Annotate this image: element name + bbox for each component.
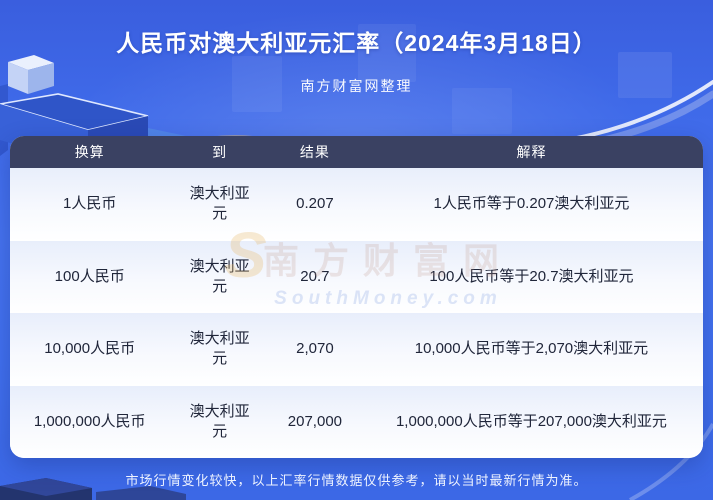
cell-explanation: 100人民币等于20.7澳大利亚元 bbox=[429, 267, 634, 285]
ghost-panel bbox=[232, 56, 282, 112]
cell-result: 2,070 bbox=[296, 340, 334, 358]
cell-to-text: 澳大利亚元 bbox=[189, 257, 250, 295]
cell-to-text: 澳大利亚元 bbox=[189, 185, 250, 223]
table-row: 1人民币 澳大利亚元 0.207 1人民币等于0.207澳大利亚元 bbox=[10, 168, 703, 241]
cell-conversion: 10,000人民币 bbox=[44, 340, 136, 358]
cell-to-text: 澳大利亚元 bbox=[189, 402, 250, 440]
table-header-row: 换算 到 结果 解释 bbox=[10, 136, 703, 168]
disclaimer-note: 市场行情变化较快，以上汇率行情数据仅供参考，请以当时最新行情为准。 bbox=[125, 473, 588, 488]
cell-result: 207,000 bbox=[287, 412, 343, 430]
cell-explanation: 1人民币等于0.207澳大利亚元 bbox=[433, 195, 630, 213]
cell-to-text: 澳大利亚元 bbox=[189, 330, 250, 368]
table-row: 100人民币 澳大利亚元 20.7 100人民币等于20.7澳大利亚元 bbox=[10, 240, 703, 313]
column-header-result: 结果 bbox=[299, 144, 330, 160]
cell-to: 澳大利亚元 bbox=[169, 257, 269, 298]
column-header-explanation: 解释 bbox=[516, 144, 547, 160]
exchange-rate-table: 换算 到 结果 解释 1人民币 澳大利亚元 0.207 1人民币等于0.207澳… bbox=[10, 136, 703, 458]
column-header-conversion: 换算 bbox=[74, 144, 105, 160]
cell-to: 澳大利亚元 bbox=[169, 184, 269, 225]
ghost-panel bbox=[358, 24, 416, 82]
column-header-to: 到 bbox=[212, 144, 228, 160]
table-row: 10,000人民币 澳大利亚元 2,070 10,000人民币等于2,070澳大… bbox=[10, 313, 703, 386]
cell-explanation: 1,000,000人民币等于207,000澳大利亚元 bbox=[395, 412, 667, 430]
table-row: 1,000,000人民币 澳大利亚元 207,000 1,000,000人民币等… bbox=[10, 385, 703, 458]
cell-conversion: 100人民币 bbox=[54, 267, 125, 285]
page-subtitle: 南方财富网整理 bbox=[300, 78, 413, 94]
cell-to: 澳大利亚元 bbox=[169, 329, 269, 370]
cell-explanation: 10,000人民币等于2,070澳大利亚元 bbox=[414, 340, 649, 358]
cell-conversion: 1,000,000人民币 bbox=[33, 412, 146, 430]
cell-conversion: 1人民币 bbox=[63, 195, 117, 213]
page-title: 人民币对澳大利亚元汇率（2024年3月18日） bbox=[116, 30, 597, 56]
cell-result: 20.7 bbox=[300, 267, 330, 285]
cell-result: 0.207 bbox=[296, 195, 334, 213]
cell-to: 澳大利亚元 bbox=[169, 402, 269, 443]
ghost-panel bbox=[452, 88, 512, 134]
